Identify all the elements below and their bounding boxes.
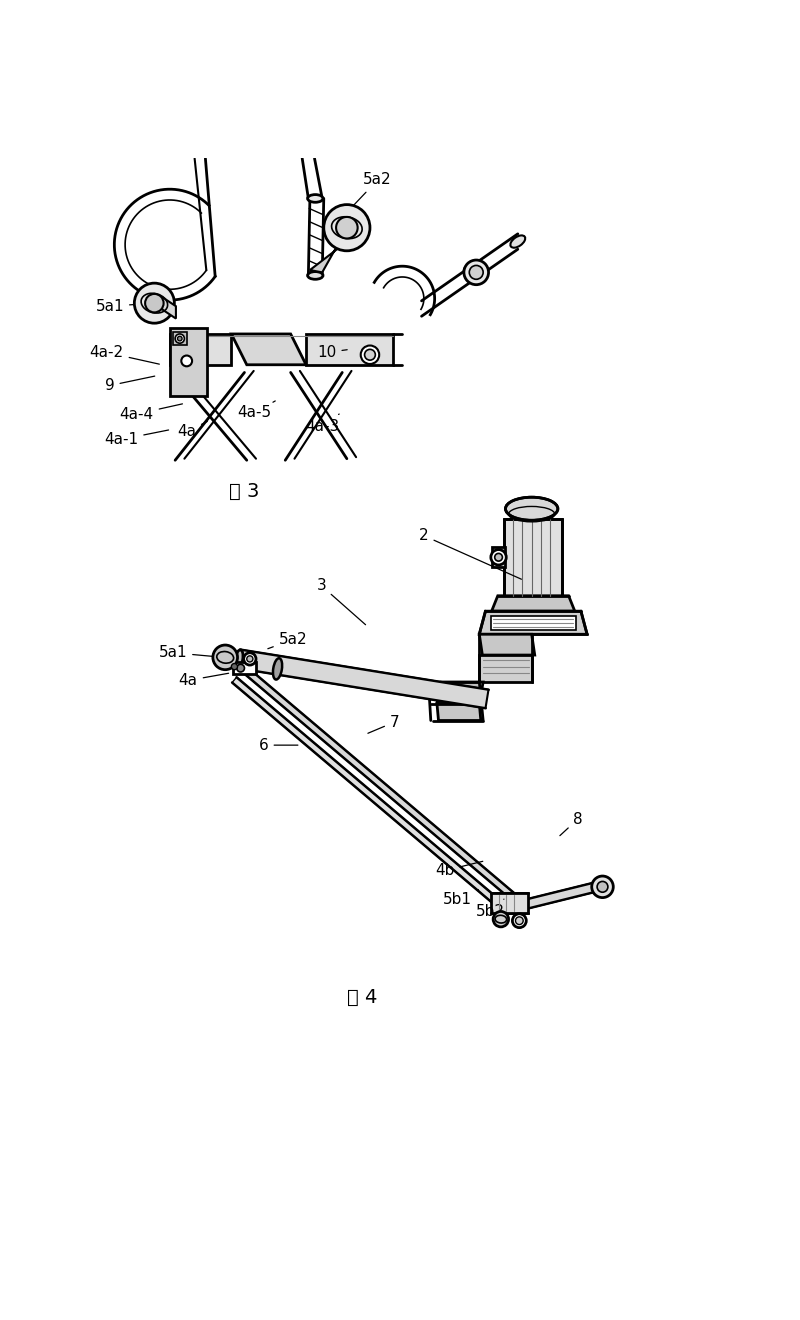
Text: 4a-3: 4a-3 xyxy=(305,414,339,434)
Circle shape xyxy=(231,664,238,669)
Text: 5a2: 5a2 xyxy=(268,632,307,648)
Text: 5a1: 5a1 xyxy=(95,298,151,314)
Text: 4a-5: 4a-5 xyxy=(238,401,275,420)
Circle shape xyxy=(336,216,358,239)
Circle shape xyxy=(237,664,245,672)
Polygon shape xyxy=(231,334,306,364)
Circle shape xyxy=(246,656,253,663)
Circle shape xyxy=(515,917,523,924)
Text: 5b1: 5b1 xyxy=(443,890,478,907)
Circle shape xyxy=(464,260,489,285)
Polygon shape xyxy=(306,334,393,364)
Ellipse shape xyxy=(506,498,558,520)
Polygon shape xyxy=(479,635,534,655)
Circle shape xyxy=(182,355,192,367)
Polygon shape xyxy=(170,334,231,364)
Circle shape xyxy=(513,913,526,928)
Text: 5a1: 5a1 xyxy=(158,645,221,660)
Circle shape xyxy=(470,265,483,280)
Circle shape xyxy=(324,205,370,251)
Text: 6: 6 xyxy=(259,738,298,752)
Text: 7: 7 xyxy=(474,268,484,282)
Bar xyxy=(173,333,186,345)
Text: 7: 7 xyxy=(368,714,399,734)
Text: 图 4: 图 4 xyxy=(347,989,378,1007)
Circle shape xyxy=(178,337,182,341)
Circle shape xyxy=(493,911,509,927)
Circle shape xyxy=(145,294,164,313)
Bar xyxy=(491,615,575,630)
Ellipse shape xyxy=(307,272,323,280)
Text: 4a-1: 4a-1 xyxy=(104,430,169,447)
Text: 9: 9 xyxy=(105,376,154,393)
Circle shape xyxy=(244,653,256,665)
Text: 4a: 4a xyxy=(178,421,207,440)
Ellipse shape xyxy=(463,268,475,282)
Circle shape xyxy=(365,350,375,360)
Text: 4a-2: 4a-2 xyxy=(90,345,159,364)
Text: 5b2: 5b2 xyxy=(476,899,506,919)
Polygon shape xyxy=(492,595,574,611)
Circle shape xyxy=(592,876,614,898)
Circle shape xyxy=(175,334,184,343)
Text: 10: 10 xyxy=(318,345,347,360)
Ellipse shape xyxy=(510,235,526,248)
Polygon shape xyxy=(504,519,562,595)
Circle shape xyxy=(494,553,502,561)
Polygon shape xyxy=(310,235,353,272)
Polygon shape xyxy=(437,682,483,704)
Text: 4b: 4b xyxy=(435,862,482,878)
Text: 4a-4: 4a-4 xyxy=(119,404,182,421)
Ellipse shape xyxy=(273,659,282,680)
Text: 2: 2 xyxy=(419,528,522,579)
Bar xyxy=(170,327,206,396)
Text: 图 3: 图 3 xyxy=(230,482,260,500)
Ellipse shape xyxy=(235,649,243,668)
Bar xyxy=(491,892,528,913)
Text: 4a: 4a xyxy=(178,673,229,688)
Bar xyxy=(233,663,256,675)
Polygon shape xyxy=(232,677,508,912)
Text: 3: 3 xyxy=(317,578,366,624)
Polygon shape xyxy=(162,297,176,318)
Circle shape xyxy=(597,882,608,892)
Text: 5a2: 5a2 xyxy=(350,173,392,209)
Polygon shape xyxy=(242,667,517,900)
Text: 8: 8 xyxy=(560,812,582,836)
Ellipse shape xyxy=(307,194,323,202)
Polygon shape xyxy=(479,655,532,682)
Circle shape xyxy=(361,346,379,364)
Circle shape xyxy=(213,645,238,669)
Polygon shape xyxy=(528,882,596,908)
Polygon shape xyxy=(238,649,489,708)
Polygon shape xyxy=(437,704,481,721)
Bar xyxy=(492,548,506,568)
Polygon shape xyxy=(479,611,587,635)
Circle shape xyxy=(491,549,506,565)
Circle shape xyxy=(134,284,174,323)
